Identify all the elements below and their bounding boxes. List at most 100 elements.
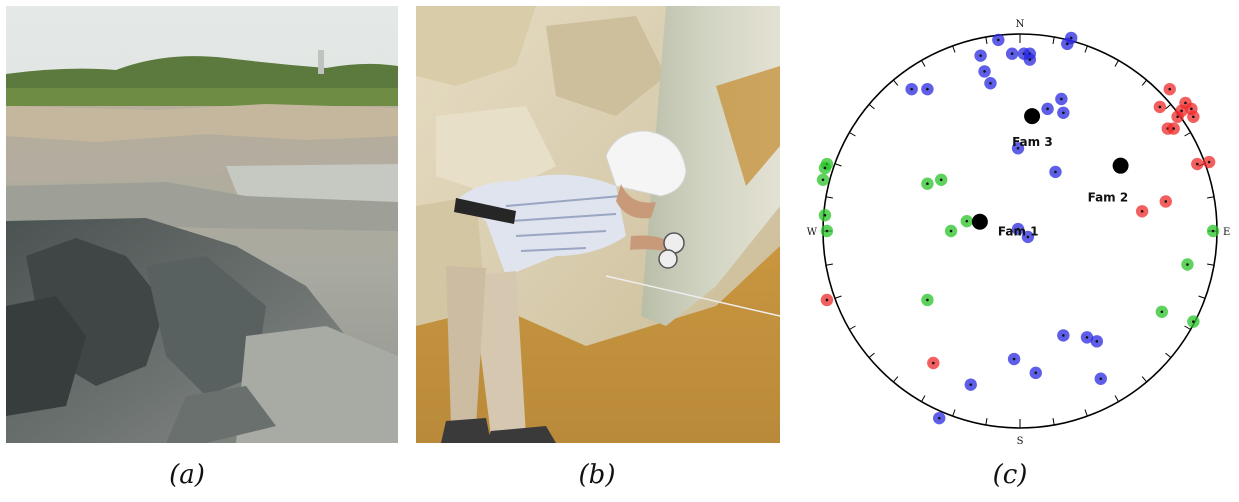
east-label: E	[1223, 227, 1230, 238]
pole-point-fam1	[818, 209, 832, 222]
pole-point-fam3	[1049, 165, 1062, 179]
pole-center-dot	[1164, 200, 1168, 203]
pole-point-fam3	[1011, 222, 1025, 236]
pole-points	[816, 31, 1220, 425]
pole-point-fam1	[935, 173, 948, 186]
pole-center-dot	[1140, 210, 1144, 213]
stereonet-tick	[1165, 103, 1172, 110]
pole-center-dot	[1046, 107, 1049, 111]
pole-center-dot	[1026, 235, 1030, 239]
field-measurement-photo	[416, 6, 780, 443]
pole-point-fam3	[992, 33, 1005, 47]
pole-center-dot	[1016, 146, 1020, 150]
pole-center-dot	[1211, 229, 1215, 233]
pole-center-dot	[1168, 87, 1172, 91]
pole-point-fam3	[905, 82, 918, 96]
pole-center-dot	[1069, 36, 1073, 40]
pole-point-fam2	[1135, 205, 1149, 218]
pole-center-dot	[983, 70, 986, 73]
pole-center-dot	[1060, 97, 1063, 101]
pole-center-dot	[1172, 127, 1175, 130]
pole-point-fam3	[1005, 47, 1019, 60]
pole-point-fam3	[974, 49, 987, 62]
family-label: Fam 1	[998, 225, 1039, 239]
stereonet-tick	[892, 376, 899, 383]
quarry-photo-image	[6, 6, 398, 443]
pole-center-dot	[926, 87, 929, 91]
pole-point-fam3	[1061, 37, 1074, 51]
stereonet-tick	[849, 132, 856, 137]
pole-center-dot	[926, 298, 929, 302]
pole-point-fam2	[1191, 157, 1204, 171]
pole-point-fam1	[1187, 315, 1200, 328]
pole-point-fam1	[818, 161, 832, 175]
pole-center-dot	[1062, 111, 1065, 115]
pole-center-dot	[1085, 336, 1089, 339]
pole-center-dot	[965, 219, 969, 223]
pole-point-fam2	[1167, 122, 1180, 135]
pole-center-dot	[949, 229, 953, 233]
pole-point-fam3	[964, 378, 977, 391]
pole-center-dot	[1095, 340, 1099, 343]
stereonet-tick	[1198, 295, 1206, 299]
stereonet-tick	[1052, 418, 1055, 426]
pole-point-fam1	[816, 173, 830, 186]
west-label: W	[807, 227, 818, 238]
pole-center-dot	[1158, 105, 1162, 109]
pole-point-fam3	[1021, 230, 1035, 244]
pole-center-dot	[1034, 371, 1038, 375]
stereonet-tick	[849, 325, 856, 330]
stereonet-tick	[825, 196, 833, 199]
pole-center-dot	[979, 54, 982, 57]
pole-point-fam3	[1007, 352, 1021, 366]
pole-center-dot	[1160, 310, 1164, 314]
pole-center-dot	[910, 87, 913, 91]
family-label: Fam 2	[1088, 191, 1129, 205]
pole-point-fam1	[921, 293, 934, 307]
pole-point-fam3	[1094, 372, 1107, 385]
pole-point-fam2	[1187, 110, 1200, 123]
family-mean-marker	[1024, 108, 1041, 125]
north-label: N	[1016, 19, 1025, 30]
stereonet-tick	[1052, 36, 1055, 44]
stereonet-tick	[921, 395, 926, 402]
pole-point-fam1	[921, 177, 934, 190]
family-mean-poles: Fam 1 Fam 2 Fam 3	[971, 108, 1129, 239]
south-label: S	[1017, 436, 1024, 447]
caption-c: (c)	[992, 460, 1028, 490]
pole-center-dot	[926, 182, 929, 186]
pole-center-dot	[823, 213, 827, 217]
pole-center-dot	[1054, 170, 1057, 174]
stereonet-tick	[1084, 409, 1088, 417]
pole-point-fam1	[820, 224, 834, 238]
pole-point-fam3	[921, 82, 934, 96]
pole-point-fam3	[1057, 106, 1070, 120]
stereonet-tick	[1141, 376, 1148, 383]
family-label: Fam 3	[1012, 135, 1053, 149]
field-measurement-photo-image	[416, 6, 780, 443]
family-mean-marker	[971, 213, 988, 230]
stereonet-tick	[834, 295, 842, 299]
pole-point-fam3	[1029, 366, 1042, 380]
stereonet-tick	[834, 163, 842, 167]
stereonet-tick	[1184, 132, 1191, 137]
stereonet-tick	[1207, 196, 1215, 199]
pole-point-fam3	[1041, 102, 1054, 116]
pole-center-dot	[823, 166, 827, 170]
caption-b: (b)	[578, 460, 616, 490]
quarry-photo	[6, 6, 398, 443]
pole-center-dot	[1192, 115, 1195, 119]
stereonet-tick	[868, 352, 875, 359]
stereonet-tick	[868, 103, 875, 110]
stereonet-tick	[985, 418, 988, 426]
stereonet-tick	[1114, 395, 1119, 402]
pole-center-dot	[1180, 109, 1183, 113]
pole-point-fam3	[1057, 329, 1070, 342]
pole-center-dot	[825, 229, 829, 233]
pole-point-fam1	[944, 224, 958, 238]
pole-center-dot	[1099, 377, 1103, 381]
pole-center-dot	[1016, 227, 1020, 231]
stereonet-tick	[952, 45, 956, 53]
stereonet-tick	[1141, 79, 1148, 86]
pole-center-dot	[1012, 357, 1016, 361]
